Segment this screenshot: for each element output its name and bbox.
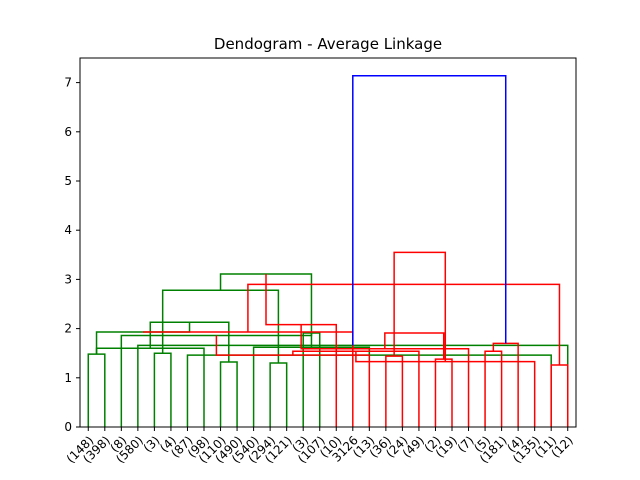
y-axis: 0 1 2 3 4 5 6 7 (64, 76, 80, 434)
plot-frame (79, 57, 577, 428)
dendrogram-link-1 (87, 353, 106, 427)
dendrogram-link-23 (550, 364, 569, 427)
dendrogram-link-19 (434, 358, 453, 427)
dendrogram-link-4 (219, 361, 238, 427)
chart-title: Dendogram - Average Linkage (214, 35, 442, 53)
dendrogram-link-24 (355, 351, 536, 427)
y-tick-label: 7 (64, 76, 72, 90)
dendrogram-link-2 (153, 352, 172, 427)
dendrogram-link-10 (161, 289, 280, 364)
dendrogram-link-20 (292, 350, 420, 427)
dendrogram-link-13 (95, 322, 191, 355)
x-axis: (148)(398)(8)(580)(3)(4)(87)(98)(110)(49… (64, 427, 576, 466)
dendrogram-link-28 (393, 251, 447, 362)
y-tick-label: 5 (64, 174, 72, 188)
dendrogram-link-15 (385, 355, 404, 427)
dendrogram-link-21 (484, 350, 503, 427)
dendrogram-link-27 (247, 283, 561, 366)
dendrogram-links (87, 74, 569, 427)
y-tick-label: 6 (64, 125, 72, 139)
dendrogram-link-17 (143, 331, 354, 427)
y-tick-label: 0 (64, 420, 72, 434)
y-tick-label: 2 (64, 322, 72, 336)
y-tick-label: 1 (64, 371, 72, 385)
y-tick-label: 3 (64, 272, 72, 286)
dendrogram-link-7 (252, 346, 371, 427)
y-tick-label: 4 (64, 223, 72, 237)
dendrogram-link-29 (352, 74, 507, 346)
dendrogram-link-26 (384, 332, 445, 360)
dendrogram-link-6 (269, 362, 288, 427)
